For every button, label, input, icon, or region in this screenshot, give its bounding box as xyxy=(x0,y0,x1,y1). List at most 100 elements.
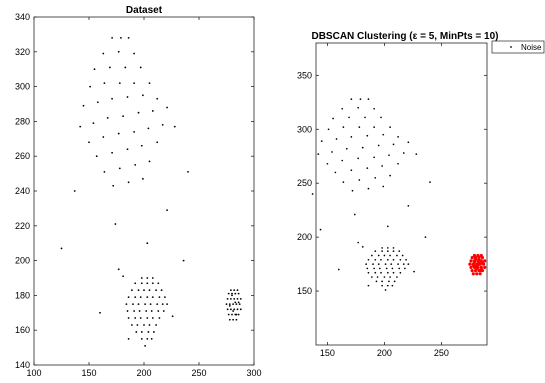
data-point xyxy=(225,303,228,305)
data-point xyxy=(156,141,159,144)
data-point xyxy=(359,98,362,100)
y-tick-label: 250 xyxy=(297,178,312,188)
data-point xyxy=(155,324,158,326)
data-point xyxy=(366,134,369,137)
data-point xyxy=(140,282,143,285)
x-tick-label: 200 xyxy=(136,368,151,378)
data-point xyxy=(233,289,236,292)
data-point xyxy=(147,331,150,333)
y-tick-label: 240 xyxy=(15,186,30,196)
data-point xyxy=(132,303,134,305)
data-point xyxy=(389,126,391,128)
data-point xyxy=(317,153,320,155)
data-point xyxy=(374,271,377,274)
data-point xyxy=(386,247,389,249)
y-tick-label: 350 xyxy=(297,70,312,80)
data-point xyxy=(162,310,165,312)
data-point xyxy=(134,282,137,285)
data-point xyxy=(373,267,375,270)
data-point xyxy=(388,154,390,157)
scatter-points xyxy=(60,36,242,347)
data-point xyxy=(367,187,370,190)
data-point xyxy=(230,289,232,292)
data-point xyxy=(396,276,398,278)
data-point xyxy=(120,36,122,39)
data-point xyxy=(102,52,105,55)
data-point xyxy=(311,193,314,195)
data-point xyxy=(407,263,410,265)
data-point xyxy=(147,127,150,130)
cluster-point xyxy=(470,256,474,260)
data-point xyxy=(103,82,106,85)
data-point xyxy=(92,122,95,125)
data-point xyxy=(148,160,151,163)
data-point xyxy=(151,277,154,279)
data-point xyxy=(341,107,344,110)
data-point xyxy=(127,36,130,39)
data-point xyxy=(383,276,386,278)
data-point xyxy=(384,263,387,265)
plot-area xyxy=(315,42,488,346)
data-point xyxy=(320,140,323,142)
data-point xyxy=(391,284,394,287)
data-point xyxy=(326,162,329,165)
data-point xyxy=(109,66,111,69)
data-point xyxy=(404,267,406,270)
data-point xyxy=(348,116,350,119)
data-point xyxy=(227,292,230,295)
data-point xyxy=(407,205,410,207)
data-point xyxy=(367,284,370,287)
data-point xyxy=(373,107,375,110)
data-point xyxy=(371,254,373,257)
y-tick-label: 140 xyxy=(15,360,30,370)
data-point xyxy=(239,308,242,311)
data-point xyxy=(237,292,240,295)
x-tick-label: 150 xyxy=(81,368,96,378)
chart-title: Dataset xyxy=(126,5,163,16)
data-point xyxy=(402,263,405,265)
data-point xyxy=(235,313,238,316)
data-point xyxy=(350,169,353,172)
data-point xyxy=(389,254,391,257)
data-point xyxy=(143,289,145,292)
data-point xyxy=(235,303,238,305)
data-point xyxy=(137,111,140,114)
data-point xyxy=(230,308,232,311)
data-point xyxy=(158,317,161,319)
data-point xyxy=(138,310,141,312)
cluster-point xyxy=(480,256,485,260)
data-point xyxy=(103,170,106,173)
data-point xyxy=(96,101,99,104)
plot-area xyxy=(33,16,255,366)
data-point xyxy=(82,104,85,107)
data-point xyxy=(133,82,136,85)
data-point xyxy=(334,171,337,174)
data-point xyxy=(372,263,374,265)
data-point xyxy=(135,331,138,333)
data-point xyxy=(151,317,154,319)
data-point xyxy=(131,324,133,326)
legend[interactable]: Noise xyxy=(491,40,545,54)
data-point xyxy=(228,304,231,307)
data-point xyxy=(145,310,148,312)
data-point xyxy=(350,98,353,100)
data-point xyxy=(144,344,147,347)
data-point xyxy=(236,289,239,292)
data-point xyxy=(337,268,340,271)
data-point xyxy=(392,258,395,261)
data-point xyxy=(102,136,105,138)
data-point xyxy=(392,271,395,274)
data-point xyxy=(381,284,383,287)
cluster-point xyxy=(474,264,478,268)
cluster-point xyxy=(477,258,481,262)
data-point xyxy=(402,152,405,154)
data-point xyxy=(133,52,136,55)
data-point xyxy=(424,236,427,238)
data-point xyxy=(124,66,127,69)
cluster-point xyxy=(483,259,487,263)
data-point xyxy=(93,68,96,71)
data-point xyxy=(371,276,373,278)
data-point xyxy=(380,271,382,274)
data-point xyxy=(187,170,189,173)
data-point xyxy=(357,157,360,160)
